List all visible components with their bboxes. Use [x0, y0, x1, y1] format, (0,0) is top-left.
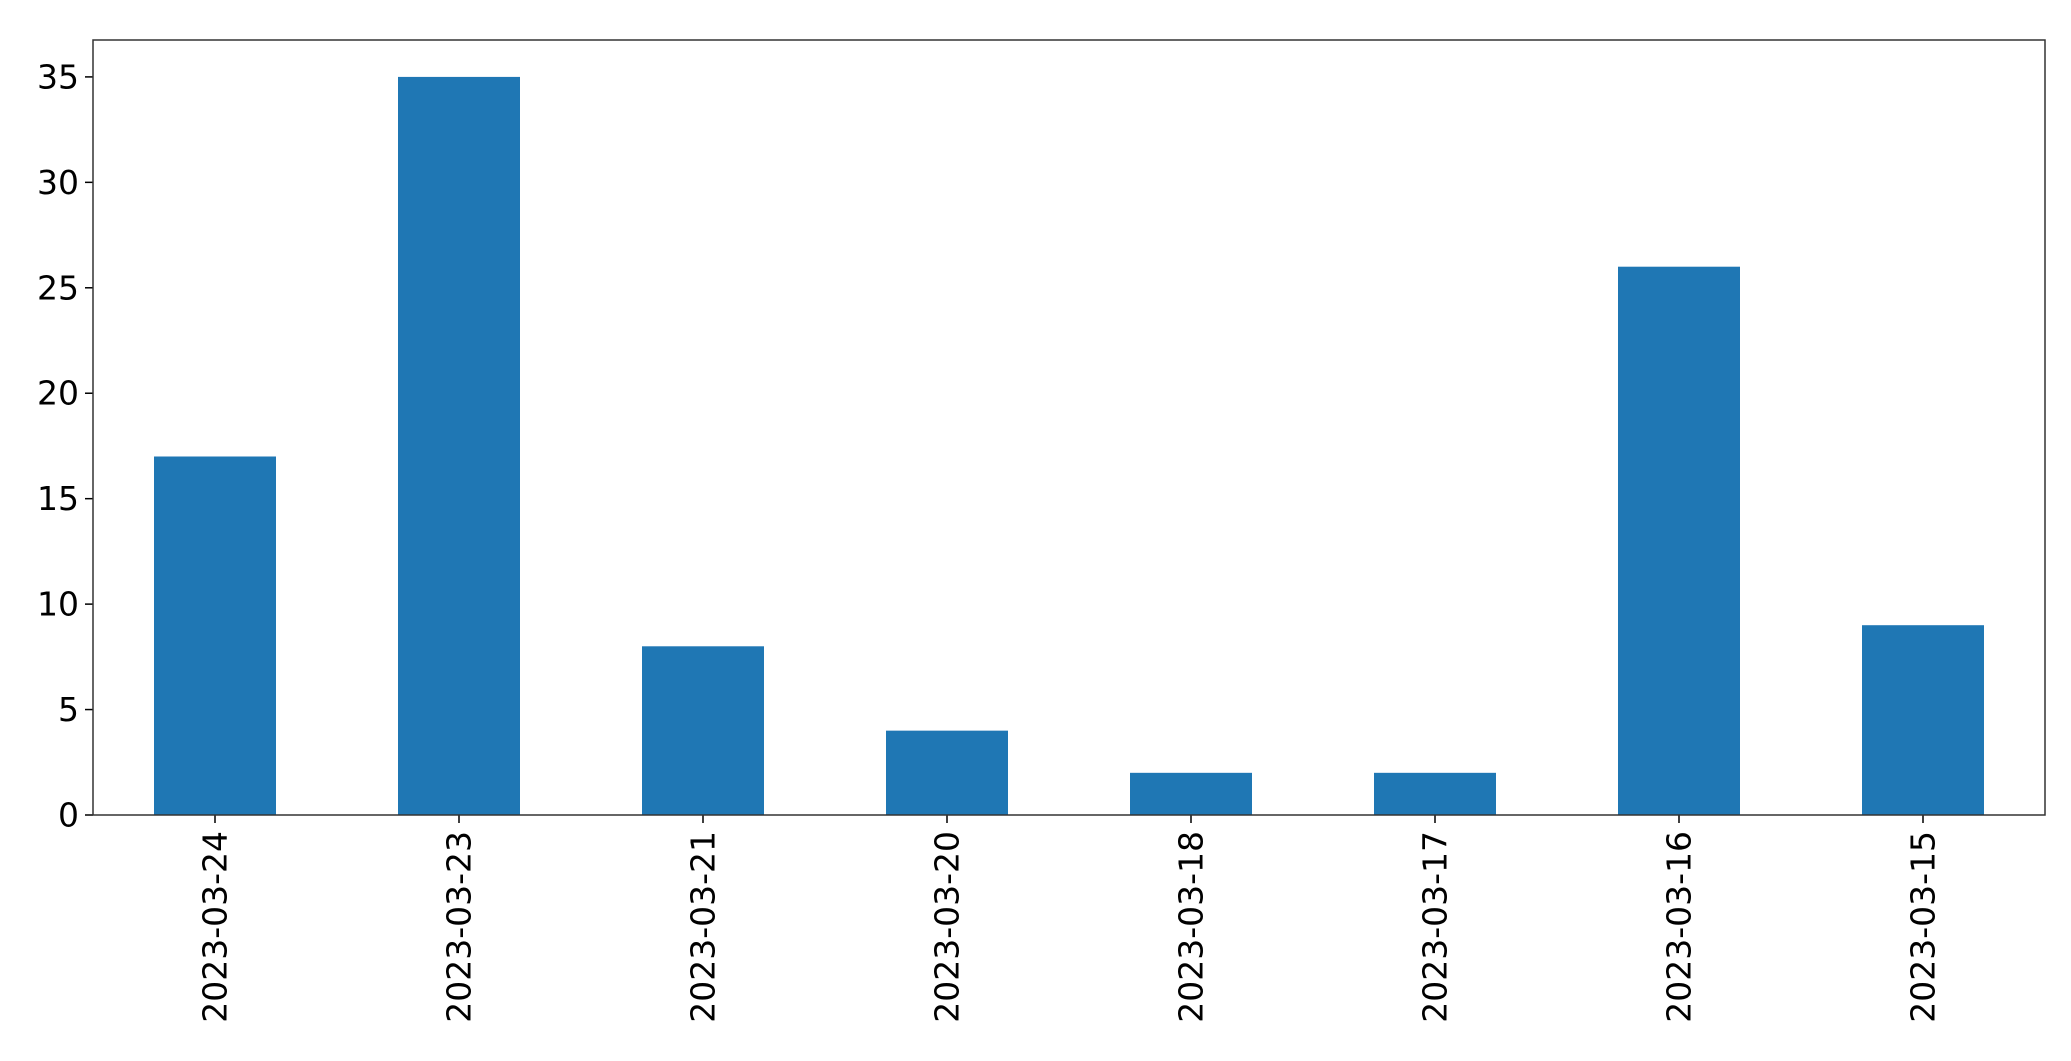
y-tick-label: 0 [58, 796, 79, 835]
x-tick-label: 2023-03-15 [1904, 831, 1943, 1023]
y-tick-label: 35 [37, 57, 79, 96]
y-axis: 0 5 10 15 20 25 30 35 [37, 57, 93, 835]
x-tick-label: 2023-03-20 [928, 831, 967, 1023]
bar-2023-03-15 [1862, 625, 1984, 815]
x-tick-label: 2023-03-16 [1660, 831, 1699, 1023]
bar-2023-03-24 [154, 456, 276, 815]
x-axis: 2023-03-24 2023-03-23 2023-03-21 2023-03-20… [196, 815, 1943, 1023]
x-tick-label: 2023-03-24 [196, 831, 235, 1023]
y-tick-label: 30 [37, 163, 79, 202]
y-tick-label: 20 [37, 374, 79, 413]
bars-group [154, 76, 1984, 815]
y-tick-label: 10 [37, 585, 79, 624]
x-tick-label: 2023-03-18 [1172, 831, 1211, 1023]
bar-2023-03-16 [1618, 266, 1740, 815]
bar-2023-03-21 [642, 646, 764, 815]
x-tick-label: 2023-03-23 [440, 831, 479, 1023]
x-tick-label: 2023-03-21 [684, 831, 723, 1023]
y-tick-label: 25 [37, 268, 79, 307]
bar-2023-03-18 [1130, 772, 1252, 815]
bar-2023-03-23 [398, 76, 520, 815]
y-tick-label: 5 [58, 690, 79, 729]
y-tick-label: 15 [37, 479, 79, 518]
plot-frame [92, 39, 2046, 816]
bar-2023-03-17 [1374, 772, 1496, 815]
bar-2023-03-20 [886, 730, 1008, 815]
x-tick-label: 2023-03-17 [1416, 831, 1455, 1023]
